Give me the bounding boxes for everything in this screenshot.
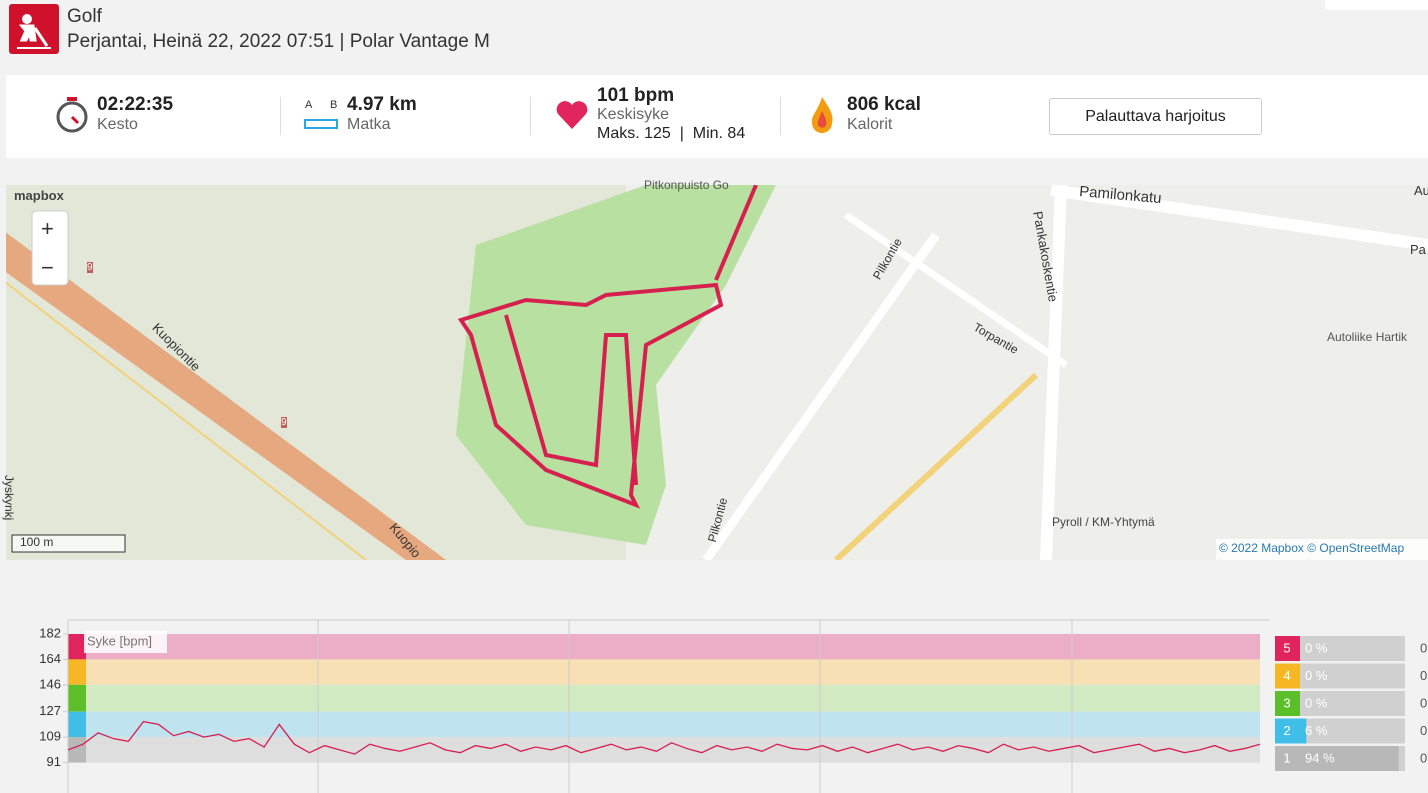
zone-percent: 0 % [1305, 640, 1328, 655]
zone-marker [68, 659, 86, 685]
heart-icon [556, 101, 588, 129]
map-label: Pitkonpuisto Go [644, 178, 729, 192]
zone-track [1300, 718, 1405, 744]
zone-band [68, 737, 1260, 763]
y-tick-label: 109 [39, 729, 61, 744]
hr-max: Maks. 125 [597, 125, 671, 142]
zone-track [1300, 691, 1405, 716]
zone-band [68, 711, 1260, 738]
activity-subtitle: Perjantai, Heinä 22, 2022 07:51 | Polar … [67, 31, 490, 52]
zone-number: 3 [1283, 695, 1290, 710]
hr-range: Maks. 125 | Min. 84 [597, 125, 745, 143]
top-widget [1325, 0, 1428, 10]
zone-number-box [1275, 691, 1300, 716]
zone-number: 2 [1283, 723, 1290, 738]
summary-card: 02:22:35 Kesto A B 4.97 km Matka 101 bpm… [6, 75, 1428, 158]
distance-a: A [305, 99, 313, 111]
flame-icon [811, 97, 833, 133]
zone-number: 4 [1283, 668, 1290, 683]
zone-time: 0 [1420, 723, 1427, 738]
zone-marker [68, 737, 86, 763]
y-label-box [84, 631, 167, 653]
y-tick-label: 164 [39, 651, 61, 666]
map-label: Pyroll / KM-Yhtymä [1052, 515, 1155, 529]
y-tick-label: 182 [39, 625, 61, 640]
zone-number-box [1275, 636, 1300, 661]
zone-number-box [1275, 663, 1300, 689]
zone-percent: 94 % [1305, 750, 1335, 765]
map [6, 185, 1428, 560]
zone-time: 0 [1420, 750, 1427, 765]
zone-marker [68, 711, 86, 738]
hr-line [67, 720, 1261, 755]
y-tick-label: 91 [47, 754, 61, 769]
zone-number: 1 [1283, 750, 1290, 765]
duration-value: 02:22:35 [97, 94, 174, 115]
zone-percent: 0 % [1305, 695, 1328, 710]
zone-bar [1300, 718, 1307, 744]
hr-min: Min. 84 [692, 125, 746, 142]
map-attribution: © 2022 Mapbox © OpenStreetMap [1219, 541, 1405, 555]
zone-track [1300, 663, 1405, 689]
calories-label: Kalorit [847, 116, 893, 133]
zone-number: 5 [1283, 640, 1290, 655]
zoom-in[interactable]: + [41, 216, 54, 241]
zone-time: 0 [1420, 695, 1427, 710]
zone-track [1300, 636, 1405, 661]
zone-number-box [1275, 746, 1300, 771]
y-tick-label: 127 [39, 703, 61, 718]
distance-b: B [330, 99, 338, 111]
activity-name: Golf [67, 6, 102, 27]
y-axis-label: Syke [bpm] [87, 633, 152, 648]
stopwatch-icon [56, 97, 88, 133]
zone-percent: 6 % [1305, 723, 1328, 738]
divider [530, 97, 531, 135]
hr-chart: 5 0 % 0 4 0 % 0 3 0 % 0 2 6 % 0 1 94 % 0 182 164 146 127 10… [39, 619, 1427, 793]
zone-time: 0 [1420, 668, 1427, 683]
map-label: Autoliike Hartik [1327, 330, 1408, 344]
map-logo: mapbox [14, 188, 64, 203]
activity-icon [9, 4, 59, 54]
zoom-out[interactable]: − [41, 255, 54, 280]
y-tick-label: 146 [39, 676, 61, 691]
distance-label: Matka [347, 116, 391, 133]
map-scale: 100 m [20, 535, 54, 549]
hr-label: Keskisyke [597, 106, 670, 123]
zone-marker [68, 684, 86, 712]
zone-band [68, 659, 1260, 685]
zone-marker [68, 634, 86, 660]
calories-value: 806 kcal [847, 94, 921, 115]
map-label: 9 [281, 417, 287, 428]
zone-band [68, 684, 1260, 712]
divider [280, 97, 281, 135]
zone-band [68, 634, 1260, 660]
hr-sep: | [679, 125, 684, 142]
hr-value: 101 bpm [597, 85, 675, 106]
zone-bar [1300, 746, 1399, 771]
duration-label: Kesto [97, 116, 138, 133]
map-label: Jyskynkj [2, 475, 16, 521]
zone-number-box [1275, 718, 1300, 744]
map-label: Au [1414, 183, 1428, 198]
map-label: 9 [87, 262, 93, 273]
map-label: Pa [1410, 242, 1426, 257]
divider [780, 97, 781, 135]
zone-percent: 0 % [1305, 668, 1328, 683]
ruler-icon [304, 119, 338, 129]
distance-value: 4.97 km [347, 94, 417, 115]
zone-time: 0 [1420, 640, 1427, 655]
recovery-button[interactable]: Palauttava harjoitus [1049, 98, 1262, 135]
